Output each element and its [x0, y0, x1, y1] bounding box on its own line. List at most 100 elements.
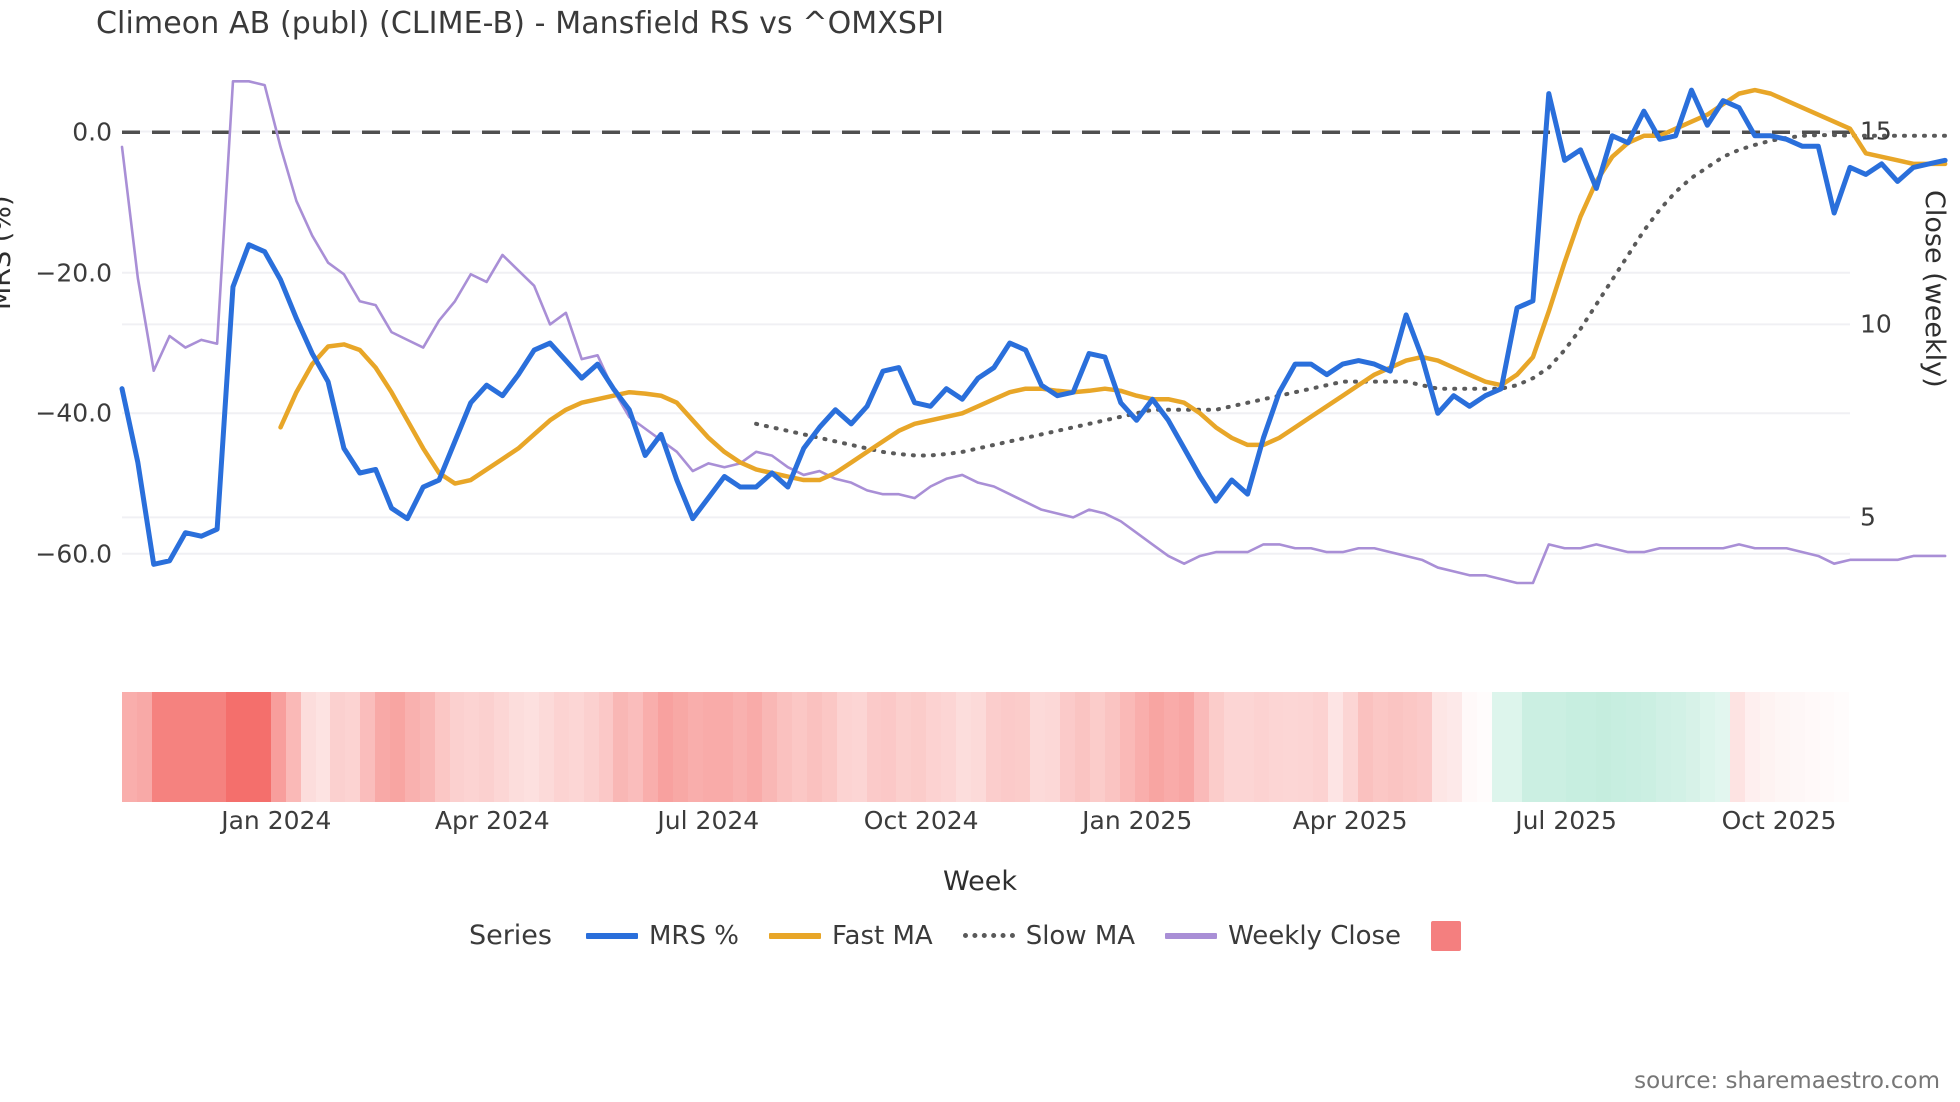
heat-strip-band [955, 692, 971, 802]
heat-strip-band [1015, 692, 1031, 802]
heat-strip-band [330, 692, 346, 802]
heat-strip-band [1432, 692, 1448, 802]
heat-strip-band [1387, 692, 1403, 802]
x-axis-tick: Jan 2024 [221, 806, 332, 835]
heat-strip-band [479, 692, 495, 802]
heat-strip-band [926, 692, 941, 802]
heat-strip-band [628, 692, 644, 802]
legend-item-mrs[interactable]: MRS % [585, 920, 739, 951]
series-line-slow-ma [754, 133, 1948, 458]
heat-strip-band [553, 692, 569, 802]
heat-strip-band [524, 692, 539, 802]
heat-strip-band [643, 692, 659, 802]
heat-strip-band [270, 692, 286, 802]
x-axis-tick: Apr 2025 [1292, 806, 1408, 835]
heat-strip-band [1447, 692, 1463, 802]
heat-strip-band [300, 692, 316, 802]
heat-strip-band [1238, 692, 1254, 802]
heat-strip-band [509, 692, 525, 802]
y-axis-left-tick: −60.0 [35, 539, 112, 569]
heat-strip-band [434, 692, 450, 802]
legend-item-label: Slow MA [1025, 920, 1136, 951]
plot-svg [119, 80, 1948, 585]
heat-strip-band [1685, 692, 1701, 802]
heat-strip-band [1060, 692, 1075, 802]
heat-strip-band [1655, 692, 1671, 802]
legend-item-fast-ma[interactable]: Fast MA [768, 920, 933, 951]
heat-strip-band [1715, 692, 1731, 802]
heat-strip-band [777, 692, 793, 802]
y-axis-left-tick: −20.0 [35, 258, 112, 288]
legend-line-swatch [585, 932, 638, 939]
heat-strip-band [896, 692, 912, 802]
heat-strip-band [613, 692, 629, 802]
legend-item-swatch[interactable] [1431, 920, 1462, 951]
heat-strip-band [1566, 692, 1582, 802]
heat-strip-band [1700, 692, 1716, 802]
heat-strip-band [166, 692, 182, 802]
heat-strip-band [151, 692, 167, 802]
y-axis-right-tick: 5 [1860, 502, 1876, 532]
heat-strip-band [1596, 692, 1612, 802]
heat-strip-band [1640, 692, 1656, 802]
heat-strip-band [1328, 692, 1344, 802]
heat-strip-band [1625, 692, 1641, 802]
x-axis-tick: Oct 2024 [863, 806, 979, 835]
y-axis-right-tick: 10 [1860, 309, 1892, 339]
series-line-weekly-close [120, 80, 1947, 585]
heat-strip-band [226, 692, 242, 802]
heat-strip-band [1283, 692, 1299, 802]
relative-strength-heat-strip [122, 692, 1850, 802]
heat-strip-band [1536, 692, 1552, 802]
x-axis-label: Week [943, 866, 1017, 897]
heat-strip-band [717, 692, 733, 802]
heat-strip-band [970, 692, 986, 802]
heat-strip-band [1104, 692, 1120, 802]
heat-strip-band [1759, 692, 1775, 802]
heat-strip-band [911, 692, 927, 802]
heat-strip-band [1223, 692, 1239, 802]
heat-strip-band [360, 692, 376, 802]
heat-strip-band [494, 692, 510, 802]
heat-strip-band [181, 692, 197, 802]
page-title: Climeon AB (publ) (CLIME-B) - Mansfield … [96, 6, 945, 41]
heat-strip-band [1774, 692, 1790, 802]
legend-line-swatch [1165, 932, 1218, 939]
x-axis: Jan 2024 Apr 2024 Jul 2024 Oct 2024 Jan 2025… [122, 806, 1850, 846]
y-axis-left-label: MRS (%) [0, 195, 17, 311]
y-axis-left: 0.0 −20.0 −40.0 −60.0 [0, 62, 112, 610]
heat-strip-band [1611, 692, 1626, 802]
heat-strip-band [1804, 692, 1820, 802]
heat-strip-band [568, 692, 584, 802]
heat-strip-band [747, 692, 763, 802]
heat-strip-band [1462, 692, 1478, 802]
heat-strip-band [881, 692, 897, 802]
heat-strip-band [196, 692, 212, 802]
heat-strip-band [836, 692, 852, 802]
heat-strip-band [449, 692, 465, 802]
heat-strip-band [1194, 692, 1210, 802]
heat-strip-band [658, 692, 673, 802]
heat-strip-band [985, 692, 1001, 802]
legend-item-label: Fast MA [831, 920, 933, 951]
heat-strip-band [1357, 692, 1373, 802]
legend-item-label: MRS % [648, 920, 739, 951]
heat-strip-band [792, 692, 807, 802]
x-axis-tick: Jan 2025 [1082, 806, 1193, 835]
heat-strip-band [1089, 692, 1105, 802]
heat-strip-band [1745, 692, 1760, 802]
heat-strip-band [315, 692, 331, 802]
legend-item-slow-ma[interactable]: Slow MA [962, 920, 1136, 951]
heat-strip-band [1253, 692, 1269, 802]
heat-strip-band [1730, 692, 1746, 802]
x-axis-tick: Jul 2024 [657, 806, 760, 835]
heat-strip-band [1045, 692, 1061, 802]
heat-strip-band [1313, 692, 1329, 802]
heat-strip-band [1179, 692, 1195, 802]
heat-strip-band [390, 692, 405, 802]
series-line-mrs [119, 87, 1948, 567]
heat-strip-band [866, 692, 882, 802]
heat-strip-band [1268, 692, 1284, 802]
legend-item-weekly-close[interactable]: Weekly Close [1165, 921, 1401, 951]
heat-strip-band [241, 692, 257, 802]
